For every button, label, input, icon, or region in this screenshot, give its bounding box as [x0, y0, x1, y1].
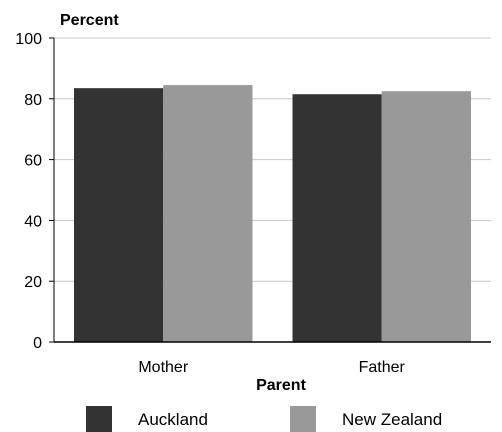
bar-new-zealand-father — [381, 91, 471, 342]
x-axis-title: Parent — [256, 377, 306, 394]
x-tick-labels: Mother Father — [138, 359, 405, 376]
y-tick-labels: 0 20 40 60 80 100 — [15, 31, 42, 352]
y-tick-label: 60 — [24, 153, 42, 170]
legend-label: New Zealand — [342, 410, 442, 429]
legend-swatch — [86, 406, 112, 432]
y-tick-label: 0 — [33, 335, 42, 352]
y-tick-label: 100 — [15, 31, 42, 48]
bars — [74, 85, 471, 343]
bar-auckland-mother — [74, 88, 164, 342]
bar-new-zealand-mother — [163, 85, 253, 343]
y-tick-label: 40 — [24, 213, 42, 230]
legend-label: Auckland — [138, 410, 208, 429]
x-tick-label: Father — [359, 359, 406, 376]
y-tick-label: 20 — [24, 274, 42, 291]
x-tick-label: Mother — [138, 359, 188, 376]
y-tick-label: 80 — [24, 92, 42, 109]
y-axis-title: Percent — [60, 12, 119, 29]
bar-auckland-father — [292, 94, 382, 343]
legend-swatch — [290, 406, 316, 432]
legend: Auckland New Zealand — [86, 406, 442, 432]
